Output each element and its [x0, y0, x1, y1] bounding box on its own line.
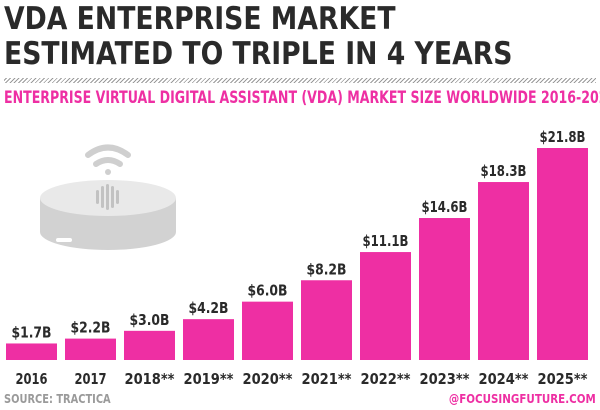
- value-label: $21.8B: [540, 128, 586, 146]
- bar-2022: [360, 252, 411, 360]
- title-line-2: ESTIMATED TO TRIPLE IN 4 YEARS: [4, 36, 513, 72]
- bar-2020: [242, 301, 293, 360]
- value-label: $1.7B: [12, 323, 52, 341]
- value-label: $8.2B: [307, 260, 347, 278]
- category-label: 2022**: [361, 370, 411, 388]
- wifi-signal-icon: [85, 144, 131, 175]
- value-label: $18.3B: [481, 162, 527, 180]
- category-label: 2018**: [125, 370, 175, 388]
- category-label: 2019**: [184, 370, 234, 388]
- title-line-1: VDA ENTERPRISE MARKET: [4, 1, 396, 37]
- bar-2017: [65, 338, 116, 360]
- category-label: 2024**: [479, 370, 529, 388]
- value-label: $3.0B: [130, 311, 170, 329]
- category-label: 2016: [16, 370, 48, 388]
- category-label: 2017: [75, 370, 107, 388]
- site-handle[interactable]: @FOCUSINGFUTURE.COM: [449, 392, 596, 406]
- value-label: $14.6B: [422, 198, 468, 216]
- category-label: 2025**: [538, 370, 588, 388]
- smart-speaker-icon: [40, 144, 176, 250]
- bar-2023: [419, 218, 470, 360]
- hatched-divider: [4, 78, 596, 83]
- value-label: $4.2B: [189, 299, 229, 317]
- category-label: 2023**: [420, 370, 470, 388]
- value-label: $11.1B: [363, 232, 409, 250]
- value-label: $2.2B: [71, 319, 111, 337]
- category-label: 2020**: [243, 370, 293, 388]
- category-label: 2021**: [302, 370, 352, 388]
- bar-2016: [6, 343, 57, 360]
- bar-2025: [537, 148, 588, 360]
- bar-2019: [183, 319, 234, 360]
- bar-2024: [478, 182, 529, 360]
- source-note: SOURCE: TRACTICA: [4, 392, 111, 406]
- value-label: $6.0B: [248, 282, 288, 300]
- bar-2018: [124, 330, 175, 360]
- chart-subtitle: ENTERPRISE VIRTUAL DIGITAL ASSISTANT (VD…: [4, 88, 600, 108]
- bar-2021: [301, 280, 352, 360]
- chart-title: VDA ENTERPRISE MARKET ESTIMATED TO TRIPL…: [4, 2, 513, 72]
